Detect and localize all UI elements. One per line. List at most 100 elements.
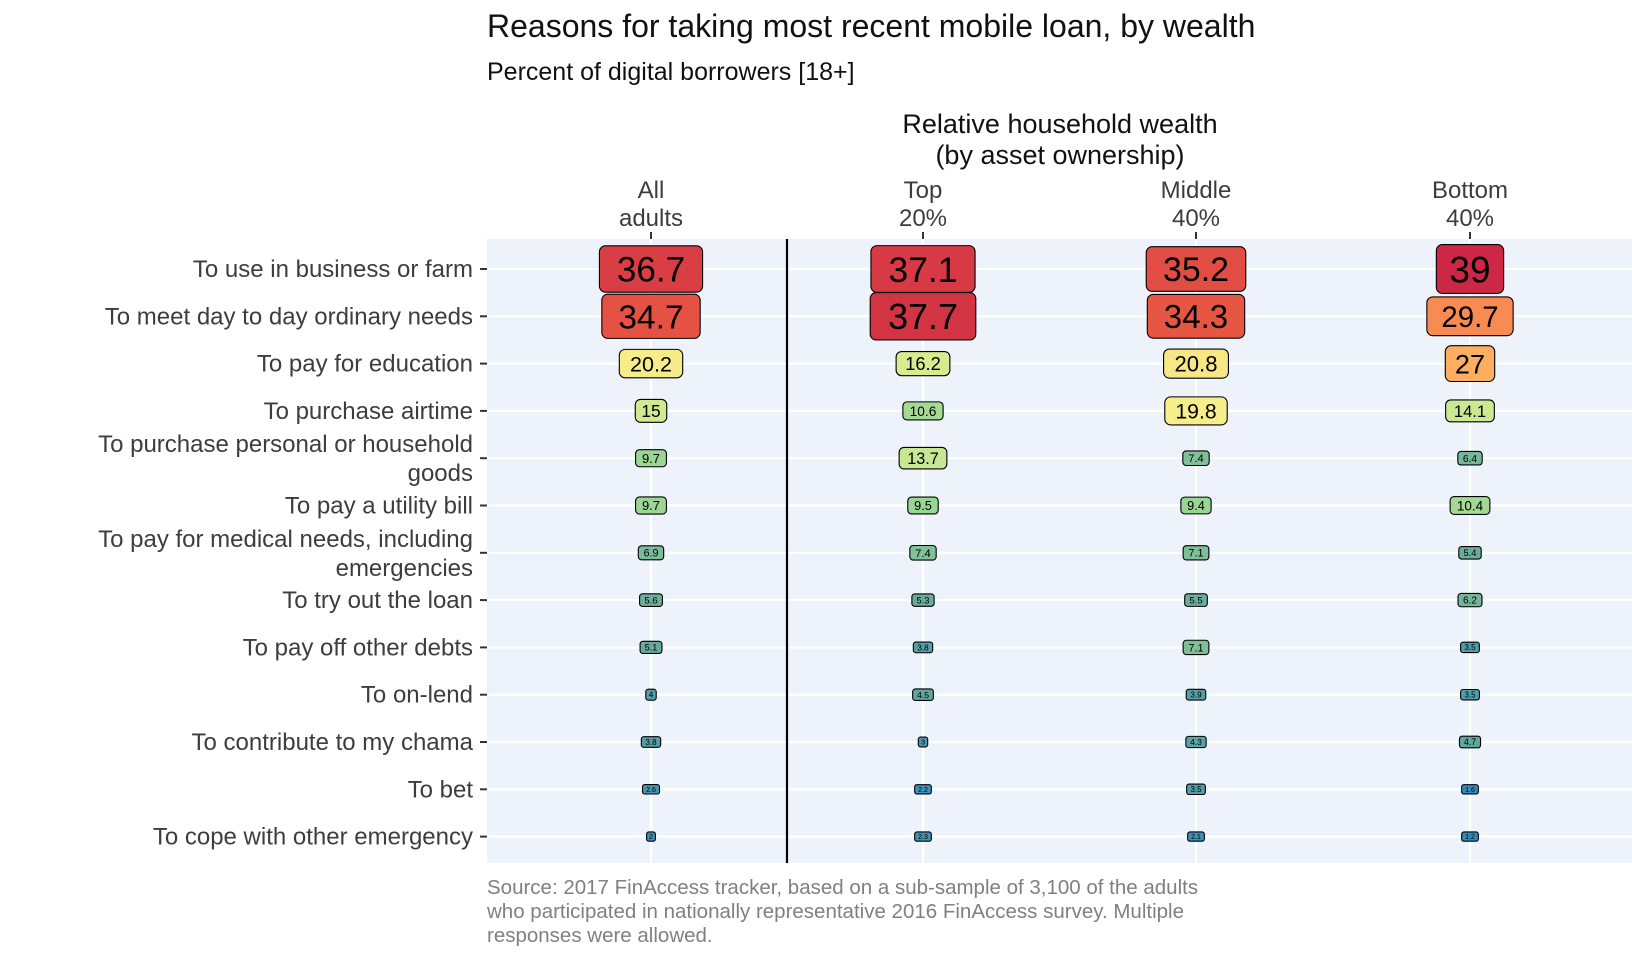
heat-cell-value: 2.6	[646, 786, 656, 794]
heat-cell-value: 7.4	[915, 548, 930, 560]
heat-cell-value: 1.2	[1465, 834, 1475, 841]
row-label: To cope with other emergency	[153, 824, 473, 851]
row-label-line: To use in business or farm	[193, 256, 473, 283]
heat-cell-value: 3.5	[1191, 785, 1203, 794]
row-label: To purchase personal or household goods	[98, 431, 473, 487]
heat-cell-label-box	[639, 640, 663, 655]
heat-cell-label-box	[1146, 293, 1246, 339]
heat-cell-label-box	[1163, 348, 1229, 379]
row-label-line: To on-lend	[361, 682, 473, 709]
chart-subtitle: Percent of digital borrowers [18+]	[487, 58, 855, 86]
heat-cell-label-box	[1458, 735, 1482, 749]
column-axis-title-line: (by asset ownership)	[935, 140, 1184, 170]
column-label-line: Top	[904, 177, 943, 204]
heat-cell-value: 9.5	[914, 498, 932, 513]
heat-cell-label-box	[1180, 496, 1212, 515]
column-label-line: 40%	[1172, 205, 1220, 232]
row-label: To contribute to my chama	[192, 729, 474, 756]
heat-cell-label-box	[1184, 593, 1208, 607]
heat-cell-label-box	[601, 293, 701, 339]
chart-title: Reasons for taking most recent mobile lo…	[487, 8, 1256, 44]
heat-cell-value: 2.1	[1191, 834, 1201, 841]
heat-cell-value: 3.8	[917, 643, 929, 652]
row-label-line: To pay a utility bill	[285, 493, 473, 520]
row-label: To on-lend	[361, 682, 473, 709]
heat-cell-value: 9.7	[642, 498, 660, 513]
row-label-line: To contribute to my chama	[192, 729, 474, 756]
heat-cell-value: 3.8	[645, 738, 657, 747]
heat-cell-value: 3.5	[1465, 643, 1477, 652]
heat-cell-label-box	[618, 348, 684, 379]
row-label: To pay a utility bill	[285, 493, 473, 520]
heat-cell-label-box	[909, 544, 937, 561]
heat-cell-value: 9.7	[642, 451, 660, 466]
heat-cell-value: 9.4	[1187, 499, 1205, 513]
heat-cell-label-box	[635, 449, 667, 468]
heat-cell-value: 2.3	[918, 834, 928, 841]
source-line: responses were allowed.	[487, 924, 713, 947]
heat-cell-label-box	[1182, 450, 1210, 467]
heat-cell-label-box	[1164, 396, 1228, 426]
heat-cell-value: 29.7	[1441, 301, 1498, 334]
heat-cell-value: 4	[649, 690, 654, 700]
heat-cell-value: 39	[1449, 249, 1490, 290]
heat-cell-value: 20.2	[630, 351, 672, 376]
heat-cell-value: 16.2	[905, 353, 941, 374]
heat-cell-label-box	[1186, 783, 1206, 796]
heat-cell-value: 34.3	[1164, 299, 1228, 336]
heat-cell-label-box	[1458, 546, 1482, 560]
heat-cell-label-box	[645, 688, 657, 701]
heat-cell-label-box	[898, 446, 948, 470]
heat-cell-value: 4.3	[1190, 737, 1202, 747]
heat-cell-label-box	[640, 736, 662, 748]
heat-cell-label-box	[902, 401, 944, 421]
heat-cell-value: 5.1	[645, 643, 658, 653]
heat-cell-label-box	[1185, 688, 1207, 701]
column-label: Top 20%	[899, 177, 947, 232]
heat-cell-label-box	[639, 593, 663, 607]
column-label-line: adults	[619, 205, 683, 232]
row-label-line: To purchase personal or household	[98, 431, 473, 458]
heat-cell-value: 35.2	[1163, 251, 1229, 289]
heat-cell-value: 6.9	[644, 548, 659, 560]
heat-cell-value: 27	[1455, 348, 1485, 379]
row-label: To pay off other debts	[243, 634, 473, 661]
heat-cell-label-box	[869, 292, 977, 341]
heat-cell-label-box	[1449, 496, 1491, 515]
heat-cell-value: 37.7	[888, 297, 958, 337]
heat-cell-label-box	[1461, 784, 1479, 795]
heat-cell-label-box	[646, 831, 656, 842]
heat-cell-label-box	[1460, 641, 1480, 654]
heat-cell-label-box	[641, 784, 661, 795]
heat-cell-value: 4.5	[917, 690, 929, 700]
heat-cell-label-box	[1461, 831, 1479, 842]
heat-cell-value: 5.4	[1463, 547, 1476, 558]
row-label: To meet day to day ordinary needs	[105, 303, 473, 330]
heat-cell-value: 7.4	[1188, 453, 1203, 465]
heat-cell-label-box	[895, 350, 951, 377]
row-label-line: To purchase airtime	[264, 398, 473, 425]
column-label-line: 20%	[899, 205, 947, 232]
heat-cell-label-box	[917, 736, 929, 748]
heat-cell-label-box	[1187, 831, 1205, 842]
heat-cell-value: 5.5	[1189, 596, 1202, 607]
heat-cell-label-box	[914, 831, 932, 842]
heat-cell-value: 15	[641, 401, 660, 421]
heat-cell-label-box	[1445, 399, 1495, 423]
heat-cell-value: 37.1	[889, 250, 958, 290]
row-label: To bet	[408, 776, 474, 803]
row-label: To use in business or farm	[193, 256, 473, 283]
row-label-line: To try out the loan	[282, 587, 473, 614]
heat-cell-label-box	[1426, 296, 1514, 337]
heat-cell-label-box	[907, 496, 939, 515]
column-label: Middle 40%	[1161, 177, 1232, 232]
heat-cell-value: 14.1	[1454, 402, 1486, 421]
heat-cell-value: 36.7	[617, 251, 685, 290]
heat-cell-label-box	[1457, 592, 1483, 608]
heat-cell-value: 19.8	[1175, 401, 1216, 424]
row-label-line: To pay for medical needs, including	[98, 526, 473, 553]
heat-cell-label-box	[634, 398, 668, 423]
source-note: Source: 2017 FinAccess tracker, based on…	[487, 876, 1387, 948]
source-line: Source: 2017 FinAccess tracker, based on…	[487, 876, 1199, 899]
heat-cell-value: 2.2	[918, 787, 928, 794]
